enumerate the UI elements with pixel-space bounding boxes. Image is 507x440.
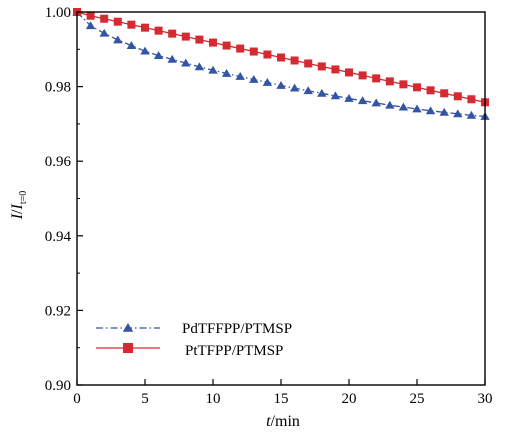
data-point-square xyxy=(86,11,95,20)
data-point-triangle xyxy=(425,106,436,115)
legend-marker-square xyxy=(123,343,133,353)
svg-text:t/min: t/min xyxy=(266,413,300,430)
y-tick-label: 1.00 xyxy=(45,5,71,21)
data-point-triangle xyxy=(439,107,449,116)
y-tick-label: 0.96 xyxy=(45,154,72,170)
data-point-square xyxy=(277,53,285,62)
data-point-triangle xyxy=(357,96,368,105)
data-point-square xyxy=(113,17,122,26)
data-point-square xyxy=(209,38,217,47)
legend-label-pd: PdTFFPP/PTMSP xyxy=(182,321,292,337)
data-point-square xyxy=(100,14,109,23)
data-point-triangle xyxy=(303,86,313,95)
data-point-triangle xyxy=(85,21,96,30)
data-point-triangle xyxy=(249,75,259,83)
data-point-triangle xyxy=(167,54,177,63)
data-point-square xyxy=(263,50,272,59)
data-point-square xyxy=(127,20,136,29)
data-point-square xyxy=(413,83,421,92)
data-point-square xyxy=(290,56,299,65)
data-point-triangle xyxy=(317,88,327,97)
series-line-0 xyxy=(76,11,486,118)
y-tick-label: 0.92 xyxy=(45,303,71,319)
data-point-triangle xyxy=(385,100,395,109)
data-point-triangle xyxy=(344,94,354,102)
data-point-triangle xyxy=(235,72,245,80)
x-tick-label: 10 xyxy=(206,391,221,407)
data-point-triangle xyxy=(262,77,273,86)
data-point-triangle xyxy=(412,104,422,113)
data-point-triangle xyxy=(330,91,341,100)
x-tick-label: 5 xyxy=(141,391,149,407)
x-tick-label: 20 xyxy=(342,391,357,407)
ticks-group: 0 5 10 15 20 25 30 0.90 0.92 0.94 0.96 0.98 1.00 xyxy=(45,5,493,407)
data-point-triangle xyxy=(289,83,300,92)
y-tick-label: 0.98 xyxy=(45,80,71,96)
y-axis-title-den: I xyxy=(9,203,26,210)
data-point-triangle xyxy=(398,102,409,111)
data-point-square xyxy=(345,68,353,77)
data-point-square xyxy=(181,32,190,41)
data-point-triangle xyxy=(126,41,137,49)
data-point-square xyxy=(440,89,449,98)
x-tick-label: 25 xyxy=(410,391,425,407)
series-layer xyxy=(72,7,490,120)
data-point-triangle xyxy=(181,58,191,67)
data-point-square xyxy=(453,92,462,101)
data-point-square xyxy=(358,71,367,80)
x-tick-label: 30 xyxy=(478,391,493,407)
data-point-square xyxy=(331,65,340,74)
data-point-square xyxy=(304,59,313,68)
plot-frame xyxy=(76,11,486,386)
y-tick-label: 0.90 xyxy=(45,378,71,394)
data-point-square xyxy=(154,26,163,35)
data-point-square xyxy=(399,80,408,89)
x-axis-title-var: t xyxy=(266,413,271,430)
data-point-square xyxy=(385,77,394,86)
data-point-triangle xyxy=(276,80,286,89)
x-tick-label: 0 xyxy=(73,391,81,407)
data-point-square xyxy=(426,86,435,95)
data-point-square xyxy=(195,35,204,44)
data-point-triangle xyxy=(113,35,123,44)
data-point-triangle xyxy=(99,28,109,37)
data-point-triangle xyxy=(194,62,205,71)
data-point-square xyxy=(236,44,245,53)
y-axis-title: I/It=0 xyxy=(9,191,29,221)
y-tick-label: 0.94 xyxy=(45,229,72,245)
x-axis-title-unit: /min xyxy=(271,413,300,430)
data-point-square xyxy=(372,74,381,83)
data-point-square xyxy=(317,62,326,71)
data-point-square xyxy=(141,23,149,32)
y-axis-title-sub: t=0 xyxy=(18,191,29,204)
legend-marker-triangle xyxy=(122,323,134,332)
data-point-square xyxy=(222,41,231,50)
data-point-triangle xyxy=(140,46,150,55)
data-point-triangle xyxy=(453,109,463,118)
x-tick-label: 15 xyxy=(274,391,289,407)
y-axis-title-var: I xyxy=(9,213,26,220)
data-point-triangle xyxy=(208,65,218,74)
legend: PdTFFPP/PTMSP PtTFPP/PTMSP xyxy=(96,321,292,359)
svg-text:I/It=0: I/It=0 xyxy=(9,191,29,221)
data-point-triangle xyxy=(371,98,381,107)
data-point-square xyxy=(168,29,177,38)
y-axis-title-slash: / xyxy=(9,209,26,214)
data-point-triangle xyxy=(153,51,164,60)
legend-label-pt: PtTFPP/PTMSP xyxy=(185,343,283,359)
data-point-triangle xyxy=(466,110,477,119)
x-axis-title: t/min xyxy=(266,413,300,430)
data-point-triangle xyxy=(221,69,232,77)
data-point-square xyxy=(467,95,476,104)
data-point-square xyxy=(249,47,258,56)
